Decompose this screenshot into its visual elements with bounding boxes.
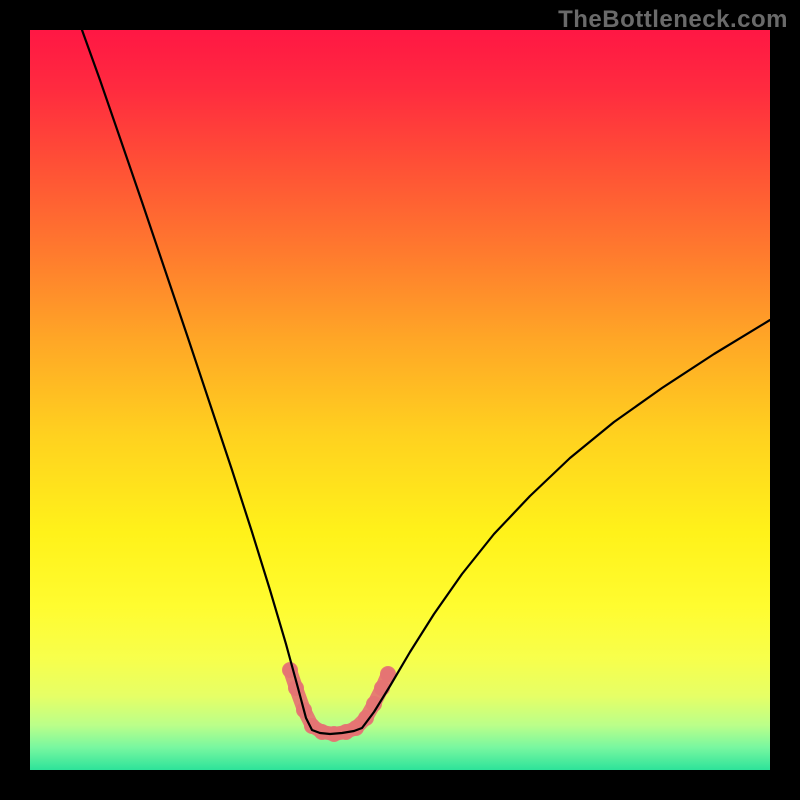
gradient-panel — [30, 30, 770, 770]
watermark-text: TheBottleneck.com — [558, 6, 788, 34]
chart-frame: TheBottleneck.com — [0, 0, 800, 800]
bottleneck-curve-plot — [0, 0, 800, 800]
